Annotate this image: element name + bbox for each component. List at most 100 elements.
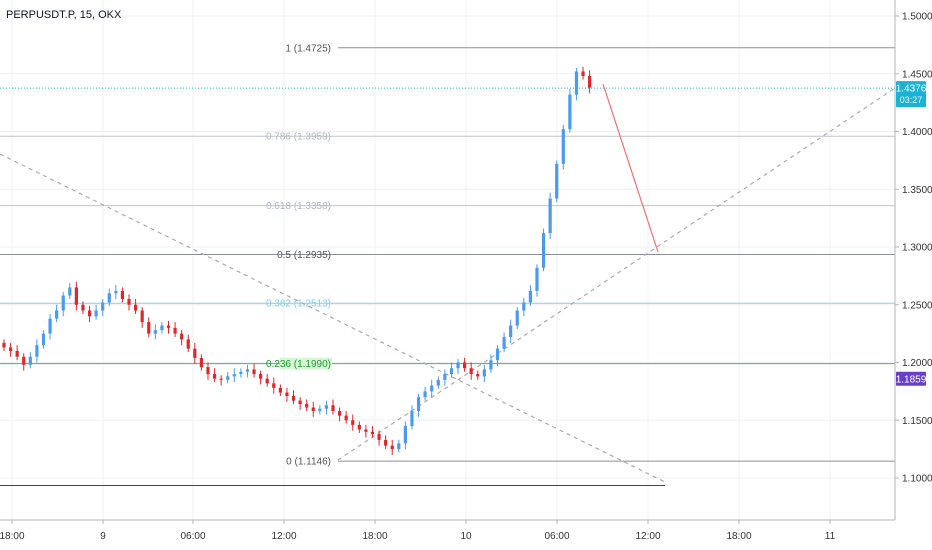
fib-level-label: 1 (1.4725) [285,43,331,54]
candle-body [74,287,78,305]
time-axis[interactable]: 18:00 9 06:00 12:00 18:00 10 06:00 12:00 18:00 11 [0,519,895,542]
price-axis[interactable]: 1.5000 1.4500 1.4000 1.3500 1.3000 1.2500 1.20… [894,0,932,520]
candle-body [298,400,302,405]
time-tick-label: 18:00 [726,531,751,542]
current-price-tag-value: 1.4376 [896,84,927,95]
candle-body [489,360,493,370]
candle-body [166,325,171,328]
candle-body [41,333,46,346]
symbol-title[interactable]: PERPUSDT.P, 15, OKX [6,9,122,21]
candle-body [278,387,282,393]
candle-body [495,348,500,361]
candle-body [318,408,322,412]
grid-lines [0,0,895,520]
candle-body [219,378,223,380]
price-tick-label: 1.4000 [902,127,932,138]
time-tick-label: 18:00 [0,531,25,542]
candle-body [81,304,85,311]
candle-body [482,369,486,377]
candle-body [370,431,375,435]
candle-body [272,383,276,388]
candle-body [245,369,250,372]
candle-body [344,415,348,421]
candle-body [186,339,190,349]
price-tick-label: 1.1500 [902,416,932,427]
time-tick-label: 11 [825,531,836,542]
current-price-tag [896,81,926,108]
candle-body [423,391,427,398]
candle-body [443,374,447,380]
marker-price-tag-value: 1.1859 [896,374,927,385]
candle-body [377,434,381,440]
candle-body [337,411,342,416]
price-tick-label: 1.3500 [902,185,932,196]
candle-body [285,392,289,396]
time-tick-label: 10 [460,531,472,542]
time-tick-label: 06:00 [544,531,569,542]
candle-body [568,94,572,130]
candle-body [147,322,151,334]
time-tick-label: 18:00 [362,531,387,542]
candle-body [364,429,368,432]
candle-body [68,287,72,296]
candle-body [535,267,539,291]
price-tick-label: 1.2000 [902,358,932,369]
fib-level-label: 0 (1.1146) [286,457,331,468]
candle-body [259,374,263,379]
fib-level-label: 0.5 (1.2935) [277,250,331,261]
candle-body [153,330,157,334]
candlesticks [2,66,592,455]
candle-body [502,337,506,349]
price-tick-label: 1.5000 [902,12,932,23]
candle-body [541,233,546,268]
candle-body [384,439,388,446]
marker-price-tag [896,371,926,386]
candle-body [397,443,401,450]
time-tick-label: 06:00 [180,531,205,542]
candle-body [61,295,65,311]
candle-body [87,310,92,317]
candle-body [305,404,309,408]
fib-level-label: 0.786 (1.3959) [266,132,331,143]
candle-body [430,385,434,392]
projection-line [602,83,659,253]
candle-body [528,290,532,303]
current-price-tag-timer: 03:27 [900,95,923,105]
fib-label-bg [280,357,332,370]
candle-body [252,369,256,375]
candle-body [160,325,164,331]
candle-body [548,198,552,234]
descending-trend-line [0,153,666,483]
trend-lines[interactable] [0,83,896,487]
candle-body [114,290,118,294]
candle-body [107,293,111,303]
candle-body [239,371,243,375]
candle-body [127,298,131,305]
candle-body [22,356,26,365]
fib-level-label: 0.618 (1.3358) [266,201,331,212]
candle-body [193,348,197,358]
price-tick-label: 1.1000 [902,474,932,485]
time-tick-label: 12:00 [271,531,296,542]
candle-body [416,397,421,412]
candle-body [134,304,138,311]
candle-body [351,420,355,425]
candle-body [449,368,454,375]
candle-body [35,345,39,357]
candle-body [28,356,32,365]
candle-body [357,424,361,430]
candle-body [120,290,125,299]
candle-body [588,76,592,88]
candle-body [265,378,269,384]
candle-body [55,310,59,319]
candle-body [212,374,217,379]
candle-body [469,368,473,375]
fibonacci-retracement[interactable]: 1 (1.4725) 0.786 (1.3959) 0.618 (1.3358) 0.… [0,43,895,468]
candle-body [436,379,440,386]
candle-body [206,367,210,375]
candle-body [515,310,519,326]
candle-body [101,302,105,311]
candle-body [456,362,460,369]
